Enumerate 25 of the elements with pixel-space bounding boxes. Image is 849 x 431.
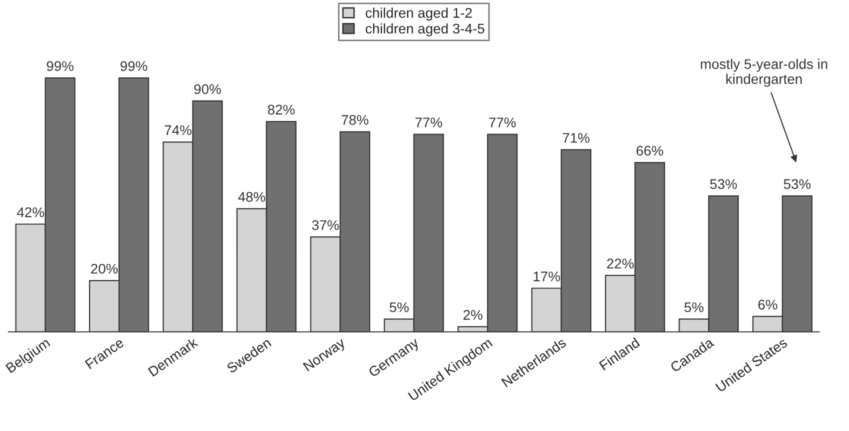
annotation: mostly 5-year-olds in kindergarten (700, 58, 828, 87)
data-label: 90% (194, 84, 221, 94)
data-label: 6% (758, 300, 778, 310)
data-label: 20% (91, 264, 118, 274)
data-label: 5% (684, 302, 704, 312)
data-label: 2% (464, 310, 482, 320)
data-label: 99% (120, 61, 148, 71)
data-label: 22% (607, 258, 634, 268)
data-label: 74% (164, 125, 192, 136)
data-label: 5% (390, 302, 409, 312)
data-label: 53% (710, 179, 737, 189)
data-label: 77% (415, 118, 442, 128)
legend-label: children aged 1-2 (366, 8, 472, 21)
data-label: 82% (268, 104, 295, 115)
data-label: 77% (489, 118, 516, 128)
data-label: 17% (534, 272, 560, 282)
legend-label: children aged 3-4-5 (366, 23, 484, 36)
data-label: 37% (312, 220, 339, 230)
data-label: 99% (46, 61, 74, 71)
data-label: 53% (784, 179, 811, 189)
data-label: 71% (562, 133, 590, 143)
data-label: 78% (342, 115, 368, 125)
data-label: 42% (17, 207, 44, 218)
data-label: 48% (238, 192, 266, 202)
data-label: 66% (636, 146, 664, 156)
